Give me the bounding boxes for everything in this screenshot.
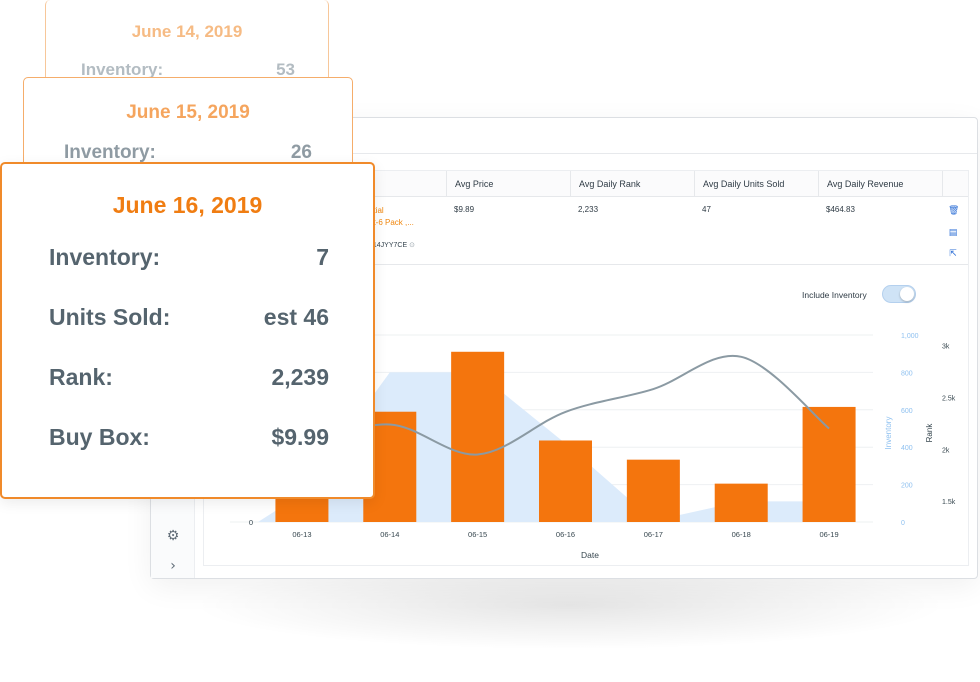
col-header-actions <box>942 171 970 197</box>
x-tick-label: 06-19 <box>819 530 838 539</box>
x-tick-label: 06-17 <box>644 530 663 539</box>
inventory-tick-label: 600 <box>901 408 913 415</box>
inventory-tick-label: 400 <box>901 445 913 452</box>
rank-line-series <box>301 354 830 456</box>
tooltip-value: 7 <box>316 244 329 270</box>
units-tick-label: 0 <box>249 518 253 527</box>
product-asin: 014JYY7CE ⊙ <box>369 241 415 249</box>
tooltip-label: Inventory: <box>64 142 156 163</box>
inventory-tick-label: 0 <box>901 520 905 527</box>
tooltip-june-14: June 14, 2019 Inventory: 53 <box>45 0 329 92</box>
inventory-axis-title: Inventory <box>884 417 893 450</box>
col-header-avg-price[interactable]: Avg Price <box>446 171 570 197</box>
inventory-tick-label: 1,000 <box>901 333 919 340</box>
tooltip-value: 26 <box>290 142 312 163</box>
bar-06-18 <box>714 483 768 522</box>
bar-06-16 <box>539 440 592 522</box>
tooltip-label: Units Sold: <box>49 304 171 330</box>
tooltip-label: Rank: <box>49 364 113 390</box>
x-tick-label: 06-13 <box>292 530 311 539</box>
product-title-link[interactable]: ntial et-6 Pack ,... <box>369 205 459 229</box>
x-axis-title: Date <box>581 550 599 560</box>
inventory-tick-label: 200 <box>901 483 913 490</box>
inventory-tick-label: 800 <box>901 370 913 377</box>
settings-icon[interactable]: ⚙ <box>166 528 180 544</box>
col-header-avg-daily-revenue[interactable]: Avg Daily Revenue <box>818 171 942 197</box>
include-inventory-toggle[interactable] <box>882 285 916 303</box>
rank-line <box>301 354 830 456</box>
bar-06-17 <box>626 459 680 522</box>
copy-icon[interactable]: ⊙ <box>409 241 415 249</box>
tooltip-june-16: June 16, 2019 Inventory: 7 Units Sold: e… <box>0 162 375 499</box>
rank-axis-title: Rank <box>925 423 934 443</box>
tooltip-label: Buy Box: <box>49 424 150 450</box>
bar-06-19 <box>802 406 856 522</box>
x-tick-label: 06-15 <box>468 530 487 539</box>
bar-06-15 <box>451 351 505 522</box>
toggle-knob <box>900 287 914 301</box>
cell-avg-daily-revenue: $464.83 <box>826 205 855 214</box>
chart-axes: 06-13 06-14 06-15 06-16 06-17 06-18 06-19 Date 0… <box>249 333 956 560</box>
cell-avg-daily-rank: 2,233 <box>578 205 599 214</box>
tooltip-value: $9.99 <box>271 424 329 450</box>
tooltip-value: 2,239 <box>271 364 329 390</box>
tooltip-label: Inventory: <box>81 60 164 79</box>
rank-tick-label: 3k <box>942 343 950 350</box>
rank-tick-label: 2k <box>942 447 950 454</box>
include-inventory-label: Include Inventory <box>802 290 867 300</box>
product-title-line-1: ntial <box>369 206 384 215</box>
tooltip-value: 53 <box>276 60 295 79</box>
rank-tick-label: 1.5k <box>942 499 956 506</box>
col-header-avg-daily-units-sold[interactable]: Avg Daily Units Sold <box>694 171 818 197</box>
rank-tick-label: 2.5k <box>942 395 956 402</box>
table-row: ntial et-6 Pack ,... 014JYY7CE ⊙ $9.89 2… <box>204 197 968 265</box>
x-tick-label: 06-18 <box>732 530 751 539</box>
trash-icon[interactable]: 🗑 <box>948 206 960 216</box>
tooltip-june-15: June 15, 2019 Inventory: 26 <box>23 77 353 177</box>
tooltip-date: June 14, 2019 <box>131 22 243 41</box>
product-asin-text: 014JYY7CE <box>369 242 408 249</box>
share-icon[interactable]: ⇱ <box>949 249 957 259</box>
col-header-avg-daily-rank[interactable]: Avg Daily Rank <box>570 171 694 197</box>
product-title-line-2: et-6 Pack ,... <box>369 218 414 227</box>
document-icon[interactable]: ▤ <box>948 228 958 238</box>
tooltip-label: Inventory: <box>49 244 161 270</box>
cell-avg-price: $9.89 <box>454 205 475 214</box>
x-tick-label: 06-16 <box>556 530 575 539</box>
tooltip-date: June 16, 2019 <box>112 192 263 218</box>
cell-avg-daily-units-sold: 47 <box>702 205 711 214</box>
tooltip-value: est 46 <box>263 304 329 330</box>
x-tick-label: 06-14 <box>380 530 399 539</box>
tooltip-date: June 15, 2019 <box>126 102 250 123</box>
expand-chevron-icon[interactable]: › <box>170 558 176 574</box>
